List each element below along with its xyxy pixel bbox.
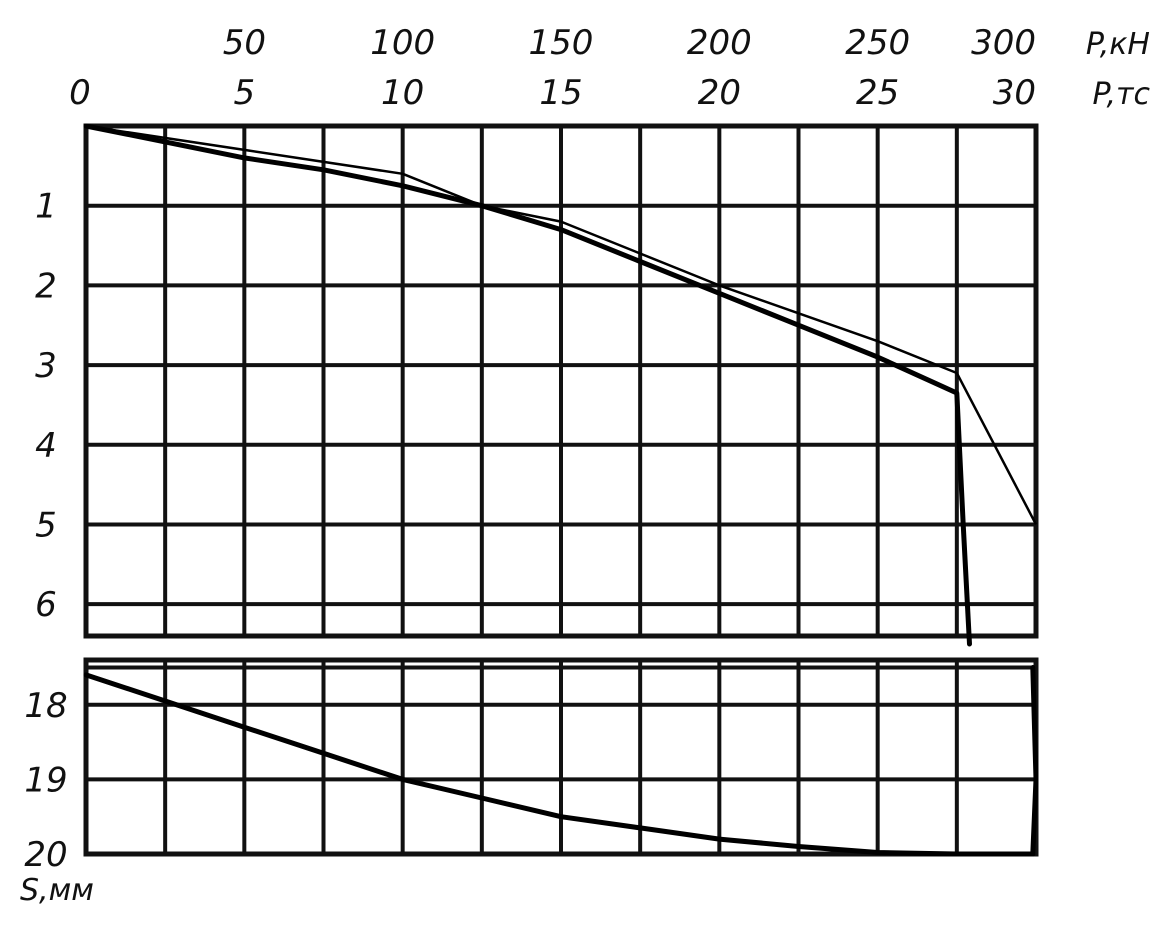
y-tick-label: 20 [24, 835, 67, 875]
y-tick-label: 6 [35, 585, 57, 625]
x-tick-label-tc: 30 [993, 73, 1036, 113]
labels-layer: 50 100 150 200 250 300 P,кН 0 5 10 15 20 25 30 P,тс 1 2 3… [20, 23, 1151, 908]
upper-frame [83, 123, 1039, 639]
y-tick-label: 18 [24, 686, 67, 726]
x-tick-label-kn: 200 [687, 23, 752, 63]
y-tick-label: 3 [35, 346, 57, 386]
series-line-3 [83, 672, 1036, 857]
x-unit-label-tc: P,тс [1093, 77, 1151, 112]
x-tick-label-kn: 50 [223, 23, 266, 63]
x-tick-label-kn: 250 [845, 23, 910, 63]
series-line-4 [1030, 665, 1039, 857]
x-tick-label-tc: 15 [539, 73, 582, 113]
x-tick-label-kn: 150 [529, 23, 594, 63]
series-line-1 [83, 123, 972, 647]
x-tick-label-tc: 20 [698, 73, 741, 113]
x-unit-label-kn: P,кН [1086, 27, 1150, 62]
x-tick-label-tc: 10 [381, 73, 424, 113]
x-tick-label-kn: 300 [971, 23, 1036, 63]
y-tick-label: 4 [35, 426, 57, 466]
y-axis-label: S,мм [20, 873, 94, 908]
series-line-2 [85, 124, 1038, 525]
y-tick-label: 5 [35, 505, 57, 545]
y-tick-label: 1 [35, 187, 57, 227]
x-tick-label-kn: 100 [370, 23, 435, 63]
grid-lower-panel [83, 657, 1039, 857]
x-tick-label-tc: 5 [234, 73, 256, 113]
series-layer [83, 123, 1039, 857]
x-tick-label-tc: 0 [69, 73, 91, 113]
y-tick-label: 2 [35, 266, 57, 306]
grid-upper-panel [83, 123, 1039, 639]
y-tick-label: 19 [24, 760, 67, 800]
x-tick-label-tc: 25 [856, 73, 899, 113]
